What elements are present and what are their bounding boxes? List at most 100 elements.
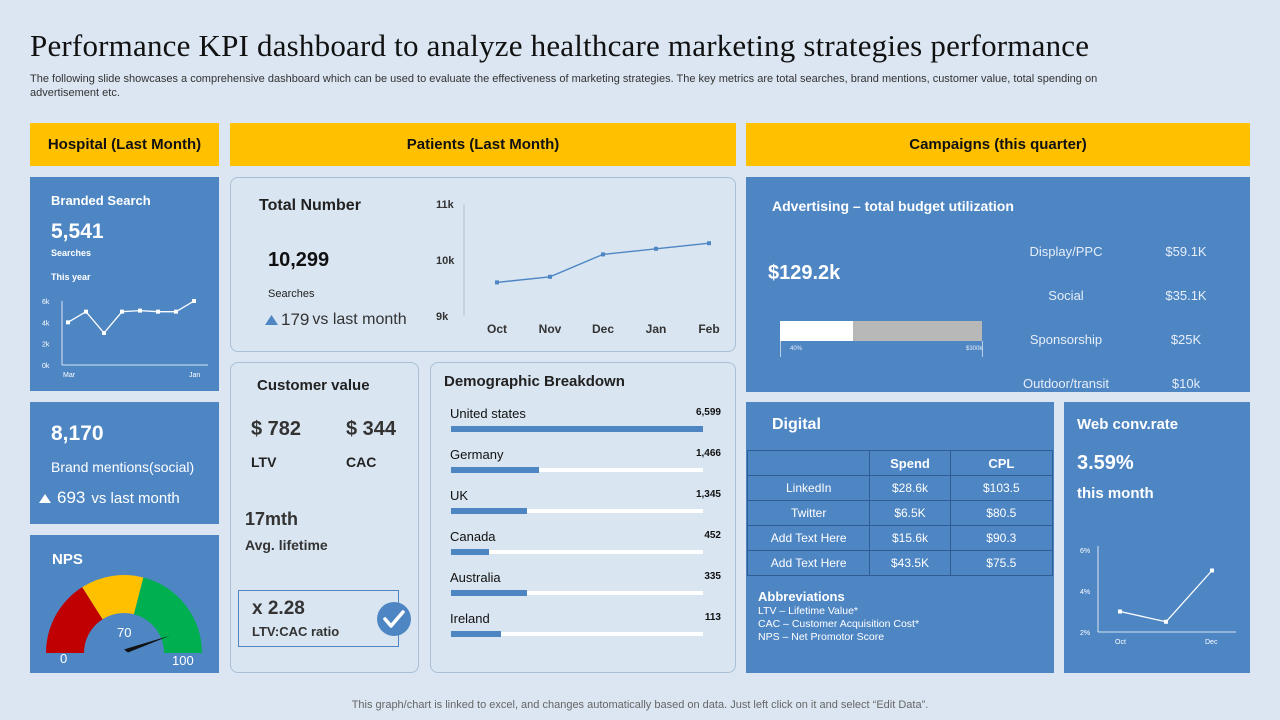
x-tick-label: Mar <box>63 372 76 379</box>
data-point <box>601 252 605 257</box>
table-cell: $90.3 <box>949 525 1054 551</box>
branded-search-series-line <box>67 300 195 335</box>
table-cell: $28.6k <box>869 475 951 501</box>
y-tick-label: 2k <box>42 342 50 349</box>
country-label: UK <box>450 488 469 503</box>
table-cell: Twitter <box>746 500 871 526</box>
total-number-label: Total Number <box>259 197 361 214</box>
page-subtitle: The following slide showcases a comprehe… <box>30 73 1098 99</box>
check-circle-icon <box>377 602 411 636</box>
abbreviation-item: CAC – Customer Acquisition Cost* <box>758 618 920 630</box>
budget-item-name: Outdoor/transit <box>1023 376 1109 391</box>
budget-item-value: $25K <box>1170 332 1202 347</box>
data-point <box>192 299 196 303</box>
table-cell: $15.6k <box>869 525 951 551</box>
nps-min: 0 <box>60 651 68 666</box>
nps-value: 70 <box>117 625 132 640</box>
ltv-value: $ 782 <box>251 418 302 440</box>
advertising-card: Advertising – total budget utilization $… <box>746 177 1250 392</box>
table-cell: $103.5 <box>949 475 1054 501</box>
data-point <box>66 320 70 325</box>
table-row: Add Text Here $15.6k $90.3 <box>746 525 1054 551</box>
x-tick-label: Feb <box>698 322 719 336</box>
col-header <box>746 450 871 476</box>
hospital-header: Hospital (Last Month) <box>30 123 219 166</box>
country-value: 452 <box>704 530 721 541</box>
total-number-unit: Searches <box>268 288 315 300</box>
y-tick-label: 0k <box>42 363 50 370</box>
data-point <box>120 309 124 314</box>
data-point <box>1164 619 1168 624</box>
country-label: Ireland <box>450 611 490 626</box>
patients-series-line <box>496 242 710 284</box>
brand-mentions-change: 693 vs last month <box>39 488 180 508</box>
country-value: 6,599 <box>695 407 721 418</box>
page-title: Performance KPI dashboard to analyze hea… <box>30 28 1090 63</box>
digital-card: Digital Spend CPL LinkedIn $28.6k $103.5 Tw… <box>746 402 1054 673</box>
cac-label: CAC <box>346 454 377 470</box>
country-value: 113 <box>704 612 721 623</box>
patients-chart: 11k 10k 9k Oct Nov Dec Jan Feb <box>436 199 720 336</box>
abbreviations-title: Abbreviations <box>758 589 845 604</box>
x-tick-label: Jan <box>189 372 200 379</box>
total-number-value: 10,299 <box>268 249 330 271</box>
data-point <box>707 241 711 246</box>
web-conv-value: 3.59% <box>1077 452 1134 474</box>
gauge-segment-high <box>133 577 202 653</box>
country-label: Canada <box>450 529 496 544</box>
nps-label: NPS <box>52 551 83 568</box>
branded-search-label: Branded Search <box>51 193 151 208</box>
data-point <box>102 331 106 335</box>
ltv-cac-ratio-box: x 2.28 LTV:CAC ratio <box>238 590 399 647</box>
web-conv-chart: 6% 4% 2% Oct Dec <box>1080 546 1236 646</box>
brand-mentions-value: 8,170 <box>51 422 104 445</box>
web-conv-card: Web conv.rate 3.59% this month 6% 4% 2% Oc… <box>1064 402 1250 673</box>
country-label: Australia <box>450 570 501 585</box>
progress-tick-right <box>982 341 983 357</box>
bar-track <box>451 632 703 636</box>
ratio-value: x 2.28 <box>252 598 305 619</box>
nps-max: 100 <box>172 653 194 668</box>
data-point <box>138 308 142 313</box>
gauge-segment-low <box>46 587 103 653</box>
data-point <box>1210 568 1214 573</box>
lifetime-label: Avg. lifetime <box>245 537 328 553</box>
branded-search-period: This year <box>51 272 91 282</box>
budget-item-value: $10k <box>1171 376 1201 391</box>
data-point <box>495 280 499 285</box>
total-number-change-suffix: vs last month <box>312 311 407 328</box>
ratio-label: LTV:CAC ratio <box>252 624 340 639</box>
brand-mentions-change-value: 693 <box>57 488 86 507</box>
branded-search-chart: 6k 4k 2k 0k Mar Jan <box>42 299 208 379</box>
data-point <box>654 246 658 251</box>
bar-track <box>451 509 703 513</box>
abbreviation-item: LTV – Lifetime Value* <box>758 605 858 617</box>
country-label: Germany <box>450 447 504 462</box>
data-point <box>548 274 552 279</box>
total-number-card: Total Number 10,299 Searches 179 vs last… <box>230 177 736 352</box>
customer-value-card: Customer value $ 782 $ 344 LTV CAC 17mth… <box>230 362 419 673</box>
branded-search-value: 5,541 <box>51 220 104 243</box>
budget-item-name: Sponsorship <box>1029 332 1103 347</box>
data-point <box>1118 609 1122 614</box>
bar-fill <box>451 549 489 555</box>
y-tick-label: 6k <box>42 299 50 306</box>
y-tick-label: 4% <box>1080 589 1090 596</box>
x-tick-label: Dec <box>592 322 614 336</box>
y-tick-label: 6% <box>1080 548 1090 555</box>
budget-item-value: $35.1K <box>1165 288 1207 303</box>
table-cell: $75.5 <box>949 550 1054 576</box>
budget-item-name: Social <box>1048 288 1084 303</box>
cac-value: $ 344 <box>346 418 397 440</box>
table-row: Add Text Here $43.5K $75.5 <box>746 550 1054 576</box>
table-cell: $6.5K <box>869 500 951 526</box>
brand-mentions-card: 8,170 Brand mentions(social) 693 vs last… <box>30 402 219 524</box>
branded-search-unit: Searches <box>51 248 92 258</box>
demographic-label: Demographic Breakdown <box>444 373 625 390</box>
table-cell: Add Text Here <box>746 550 871 576</box>
progress-min-label: 40% <box>790 346 803 352</box>
x-tick-label: Nov <box>539 322 562 336</box>
bar-fill <box>451 508 527 514</box>
total-number-change-value: 179 <box>281 310 310 329</box>
digital-label: Digital <box>772 416 821 433</box>
